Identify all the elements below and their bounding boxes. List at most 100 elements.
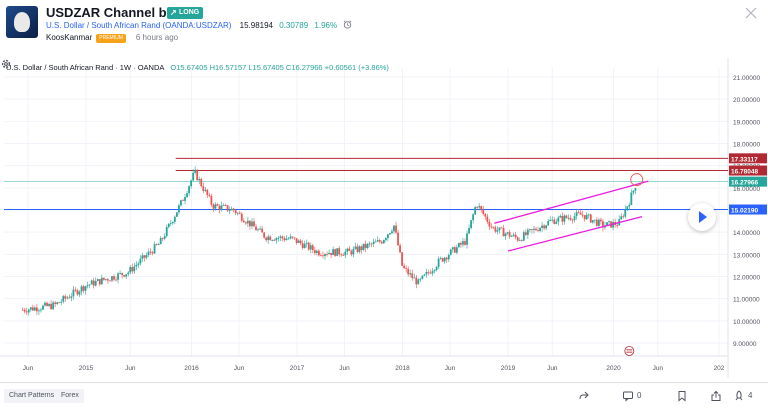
candle-up: [96, 279, 99, 282]
time-axis-label: 2018: [395, 365, 410, 372]
candle-down: [415, 277, 418, 285]
settings-icon[interactable]: [0, 58, 12, 70]
share-icon[interactable]: [578, 390, 590, 402]
comment-icon[interactable]: [622, 390, 634, 402]
candle-up: [141, 255, 144, 259]
candle-up: [443, 257, 446, 262]
candle-up: [117, 273, 119, 280]
candle-up: [626, 206, 629, 210]
candle-up: [437, 258, 440, 267]
close-icon[interactable]: [744, 6, 758, 20]
price-level-tag: [729, 165, 767, 176]
candle-down: [232, 208, 235, 211]
chart-area[interactable]: 21.0000020.0000019.0000018.0000017.00000…: [0, 58, 768, 380]
tag-chart-patterns[interactable]: Chart Patterns: [4, 389, 60, 403]
tag-forex[interactable]: Forex: [56, 389, 84, 403]
candle-up: [236, 212, 239, 214]
candle-up: [386, 234, 389, 239]
author-avatar[interactable]: [6, 6, 38, 38]
long-arrow-icon: ↗: [170, 8, 177, 17]
candle-up: [413, 277, 416, 279]
candle-up: [228, 210, 231, 212]
candle-down: [334, 249, 337, 256]
candle-down: [102, 277, 105, 280]
candle-down: [397, 232, 399, 246]
candle-down: [151, 252, 154, 254]
candle-up: [470, 220, 472, 229]
candle-down: [283, 238, 286, 241]
symbol-link[interactable]: U.S. Dollar / South African Rand (OANDA:…: [46, 21, 232, 30]
candle-up: [279, 236, 282, 239]
candle-up: [259, 228, 261, 230]
candle-up: [634, 188, 637, 191]
candle-up: [94, 281, 97, 286]
price-axis-label: 12.00000: [733, 275, 760, 282]
time-axis-label: Jun: [339, 365, 350, 372]
candle-down: [356, 246, 359, 252]
candle-up: [137, 263, 140, 266]
candle-up: [575, 212, 578, 217]
price-axis-label: 13.00000: [733, 252, 760, 259]
candle-up: [389, 233, 391, 235]
time-axis-label: 2020: [606, 365, 621, 372]
candle-up: [287, 238, 290, 240]
price-level-tag-label: 16.27966: [731, 180, 758, 187]
bookmark-icon[interactable]: [676, 390, 688, 402]
candle-up: [167, 223, 170, 228]
alarm-clock-icon[interactable]: [343, 20, 352, 29]
candle-down: [313, 250, 316, 254]
candle-down: [242, 220, 245, 223]
candle-up: [70, 296, 73, 298]
candle-down: [218, 205, 221, 210]
candle-up: [593, 219, 596, 221]
time-axis-label: Jun: [234, 365, 245, 372]
rocket-like-icon[interactable]: [733, 390, 745, 402]
candle-up: [251, 221, 253, 227]
price-level-tag: [729, 176, 767, 187]
candle-down: [543, 225, 546, 229]
price-axis-label: 20.00000: [733, 97, 760, 104]
candle-down: [76, 290, 79, 295]
likes-count: 4: [748, 391, 753, 400]
candle-down: [311, 245, 314, 251]
candle-down: [407, 268, 410, 275]
share-arrow-icon[interactable]: [710, 390, 722, 402]
candle-down: [411, 273, 414, 278]
candle-up: [188, 186, 190, 194]
candle-down: [500, 227, 503, 229]
candle-up: [267, 236, 270, 241]
breakout-circle: [630, 173, 644, 187]
symbol-price: 15.98194: [239, 21, 273, 30]
candle-up: [153, 244, 156, 254]
candle-up: [451, 247, 454, 250]
author-name[interactable]: KoosKanmar: [46, 33, 93, 42]
price-level-tag: [729, 204, 767, 215]
candle-up: [472, 214, 475, 221]
candle-up: [147, 251, 150, 256]
candle-down: [508, 232, 511, 237]
candle-up: [29, 307, 32, 310]
candle-up: [277, 238, 280, 239]
candle-down: [502, 227, 505, 237]
candle-up: [171, 221, 174, 224]
play-button[interactable]: [688, 203, 716, 231]
price-chart[interactable]: 21.0000020.0000019.0000018.0000017.00000…: [0, 58, 768, 380]
candle-up: [551, 219, 554, 221]
candle-up: [478, 206, 481, 208]
candle-down: [322, 255, 324, 257]
candle-up: [127, 272, 130, 275]
candle-up: [247, 220, 249, 224]
candle-down: [480, 206, 483, 210]
candle-down: [579, 212, 582, 215]
time-axis-label: Jun: [547, 365, 558, 372]
candle-down: [476, 207, 479, 208]
candle-down: [295, 238, 298, 243]
candle-down: [600, 219, 602, 222]
candle-down: [200, 179, 203, 187]
candle-up: [204, 189, 207, 191]
candle-up: [506, 232, 509, 234]
candle-down: [269, 236, 272, 241]
candle-down: [494, 227, 497, 232]
candle-up: [435, 266, 438, 270]
candle-up: [559, 216, 562, 218]
